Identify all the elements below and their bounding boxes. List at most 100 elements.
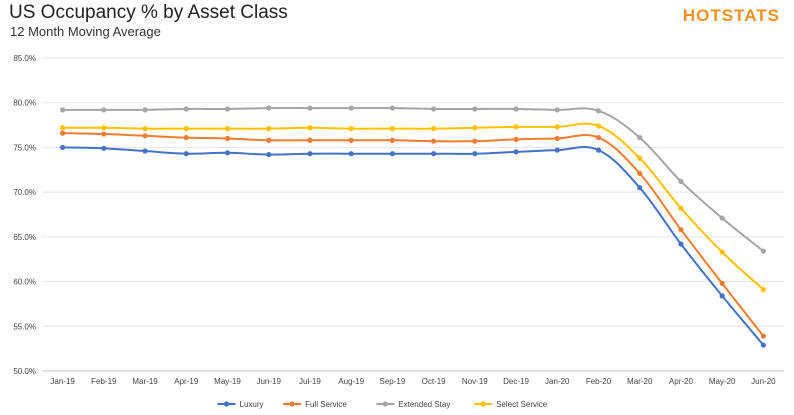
series-luxury bbox=[60, 144, 766, 348]
x-tick-label: Apr-20 bbox=[669, 377, 694, 386]
data-point bbox=[183, 151, 189, 157]
x-tick-label: Aug-19 bbox=[338, 377, 364, 386]
x-tick-label: Nov-19 bbox=[462, 377, 488, 386]
y-tick-label: 85.0% bbox=[13, 54, 36, 63]
legend-marker bbox=[223, 401, 230, 407]
x-tick-label: Jan-20 bbox=[545, 377, 570, 386]
data-point bbox=[719, 280, 725, 286]
y-tick-label: 70.0% bbox=[13, 188, 36, 197]
data-point bbox=[142, 148, 148, 154]
legend-item: Luxury bbox=[217, 400, 264, 409]
data-point bbox=[431, 151, 437, 157]
data-point bbox=[101, 125, 107, 131]
series-group bbox=[60, 105, 766, 348]
data-point bbox=[224, 135, 231, 142]
data-point bbox=[719, 215, 725, 221]
data-point bbox=[183, 126, 189, 132]
legend-label: Full Service bbox=[305, 400, 347, 409]
data-point bbox=[60, 130, 66, 136]
x-tick-label: Mar-20 bbox=[627, 377, 653, 386]
y-tick-label: 65.0% bbox=[13, 233, 36, 242]
legend: Luxury Full Service Extended Stay Select Se… bbox=[217, 400, 548, 409]
x-tick-label: Jun-20 bbox=[751, 377, 776, 386]
data-point bbox=[513, 149, 519, 155]
data-point bbox=[101, 107, 107, 113]
data-point bbox=[183, 106, 189, 112]
data-point bbox=[760, 287, 766, 293]
data-point bbox=[760, 342, 766, 348]
data-point bbox=[513, 124, 519, 130]
data-point bbox=[60, 144, 66, 151]
y-tick-label: 60.0% bbox=[13, 278, 36, 287]
data-point bbox=[183, 134, 189, 141]
y-tick-label: 80.0% bbox=[13, 99, 36, 108]
data-point bbox=[389, 126, 395, 132]
series-line bbox=[62, 146, 765, 346]
data-point bbox=[595, 134, 602, 141]
data-point bbox=[554, 107, 560, 113]
hotstats-logo: HOTSTATS bbox=[682, 6, 780, 25]
y-tick-label: 50.0% bbox=[13, 367, 36, 376]
data-point bbox=[307, 105, 313, 111]
x-tick-label: Oct-19 bbox=[422, 377, 447, 386]
y-axis-ticks: 50.0% 55.0% 60.0% 65.0% 70.0% 75.0% 80.0% 85.0% bbox=[13, 54, 36, 376]
data-point bbox=[719, 249, 725, 255]
data-point bbox=[389, 137, 395, 143]
legend-item: Select Service bbox=[474, 400, 548, 409]
x-tick-label: Jun-19 bbox=[256, 377, 281, 386]
series-line bbox=[62, 132, 765, 337]
legend-label: Luxury bbox=[240, 400, 264, 409]
x-axis-ticks: Jan-19 Feb-19 Mar-19 Apr-19 May-19 Jun-19 Jul-… bbox=[50, 377, 776, 386]
series-line bbox=[62, 107, 765, 252]
data-point bbox=[678, 227, 684, 233]
chart-title: US Occupancy % by Asset Class bbox=[9, 2, 288, 23]
data-point bbox=[595, 108, 602, 114]
legend-label: Extended Stay bbox=[398, 400, 450, 409]
x-tick-label: Feb-19 bbox=[91, 377, 117, 386]
data-point bbox=[637, 155, 643, 161]
data-point bbox=[678, 205, 684, 211]
data-point bbox=[472, 125, 478, 131]
data-point bbox=[431, 126, 437, 132]
data-point bbox=[637, 185, 643, 191]
legend-label: Select Service bbox=[496, 400, 548, 409]
data-point bbox=[595, 147, 602, 153]
data-point bbox=[760, 248, 766, 254]
data-point bbox=[472, 106, 478, 112]
data-point bbox=[142, 126, 148, 132]
x-tick-label: Apr-19 bbox=[174, 377, 199, 386]
legend-item: Full Service bbox=[283, 400, 347, 409]
legend-marker bbox=[480, 401, 486, 407]
x-tick-label: Jan-19 bbox=[50, 377, 75, 386]
data-point bbox=[554, 147, 560, 153]
data-point bbox=[719, 293, 725, 299]
data-point bbox=[307, 125, 313, 131]
series-full-service bbox=[60, 130, 766, 339]
data-point bbox=[678, 178, 684, 185]
data-point bbox=[348, 126, 354, 132]
data-point bbox=[348, 137, 354, 143]
data-point bbox=[60, 107, 66, 113]
series-line bbox=[62, 122, 765, 291]
data-point bbox=[389, 105, 395, 111]
data-point bbox=[266, 137, 272, 143]
data-point bbox=[472, 151, 478, 157]
data-point bbox=[595, 123, 602, 129]
x-tick-label: Jul-19 bbox=[299, 377, 321, 386]
data-point bbox=[60, 125, 66, 131]
data-point bbox=[266, 105, 272, 111]
data-point bbox=[389, 151, 395, 157]
legend-item: Extended Stay bbox=[376, 400, 450, 409]
y-tick-label: 75.0% bbox=[13, 143, 36, 152]
y-tick-label: 55.0% bbox=[13, 322, 36, 331]
chart-subtitle: 12 Month Moving Average bbox=[10, 24, 161, 39]
x-tick-label: May-19 bbox=[214, 377, 241, 386]
x-tick-label: Sep-19 bbox=[379, 377, 405, 386]
data-point bbox=[348, 151, 354, 157]
data-point bbox=[224, 126, 231, 132]
legend-marker bbox=[289, 401, 295, 407]
gridlines bbox=[42, 57, 784, 372]
data-point bbox=[266, 151, 272, 158]
data-point bbox=[307, 151, 313, 157]
